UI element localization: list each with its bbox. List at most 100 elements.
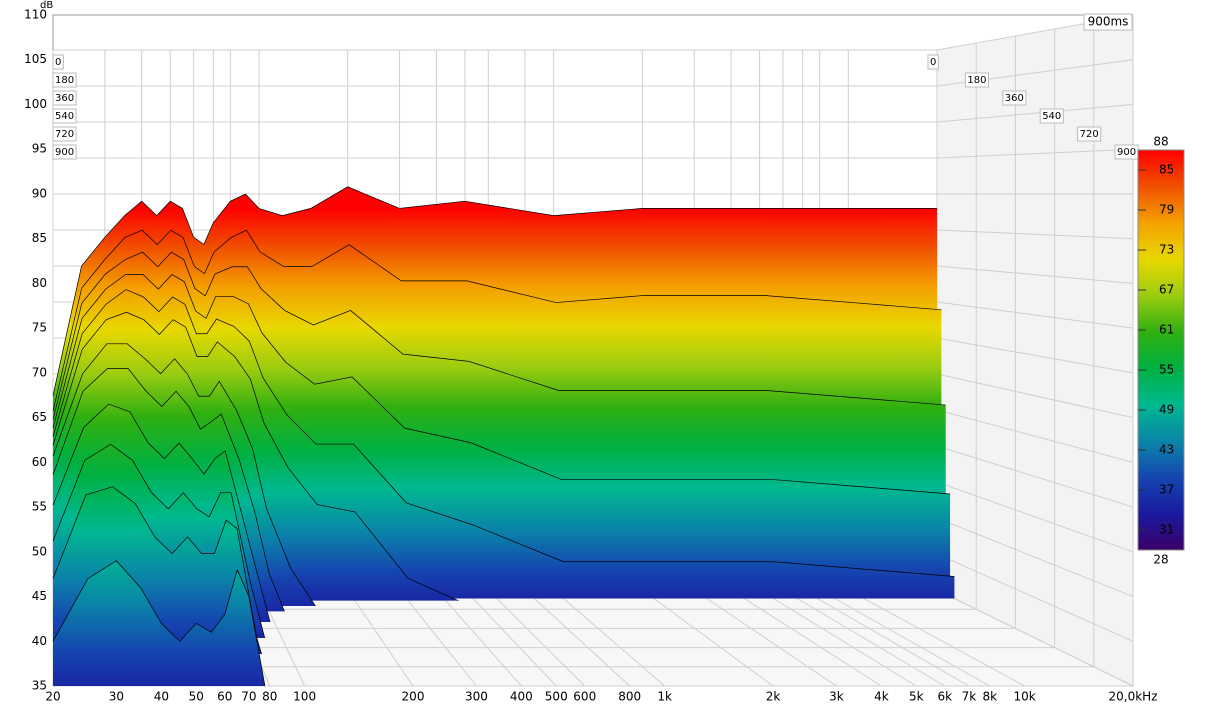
slice-line [52, 289, 955, 577]
y-tick-label: 110 [24, 8, 47, 22]
grid-line [936, 337, 1134, 374]
x-tick-label: 50 [189, 690, 204, 704]
grid-line [487, 589, 586, 687]
slice-line [52, 368, 285, 612]
grid-line [802, 589, 970, 687]
grid-line [524, 589, 631, 687]
x-tick-label: 4k [874, 690, 889, 704]
z-tick-box [52, 90, 77, 106]
x-tick-label: 70 [241, 690, 256, 704]
z-tick-label: 360 [55, 93, 74, 104]
grid-line [936, 517, 1134, 597]
grid-line [936, 553, 1134, 642]
z-tick-label: 540 [55, 111, 74, 122]
colorbar-min: 28 [1153, 553, 1168, 567]
y-tick-label: 90 [32, 186, 47, 200]
x-tick-label: 3k [829, 690, 844, 704]
time-label: 900ms [1088, 15, 1129, 29]
z-tick-label: 900 [1117, 147, 1136, 158]
y-tick-label: 45 [32, 589, 47, 603]
z-tick-label: 0 [55, 57, 61, 68]
z-tick-label: 0 [930, 57, 936, 68]
colorbar-label: 73 [1159, 243, 1174, 257]
grid-line [936, 103, 1134, 123]
colorbar-label: 43 [1159, 443, 1174, 457]
z-tick-label: 180 [55, 75, 74, 86]
slice-line [52, 229, 942, 412]
x-tick-label: 6k [937, 690, 952, 704]
x-tick-label: 40 [154, 690, 169, 704]
time-label-box [1083, 13, 1133, 31]
colorbar-label: 49 [1159, 403, 1174, 417]
z-tick-label: 900 [55, 147, 74, 158]
slice-line [52, 251, 946, 420]
y-tick-label: 50 [32, 544, 47, 558]
slice-line [52, 343, 316, 606]
z-tick-box [52, 126, 77, 142]
z-tick-box [52, 54, 64, 70]
x-tick-label: 2k [766, 690, 781, 704]
grid-line [399, 589, 477, 687]
z-tick-label: 180 [967, 75, 986, 86]
slice-fill [53, 560, 265, 686]
grid-line [642, 589, 774, 687]
grid-line [848, 589, 1025, 687]
x-tick-label: 8k [982, 690, 997, 704]
z-tick-box [1002, 90, 1027, 106]
grid-line [553, 589, 665, 687]
y-tick-label: 55 [32, 500, 47, 514]
slice [52, 560, 266, 686]
grid-line [819, 589, 990, 687]
y-tick-label: 95 [32, 142, 47, 156]
grid-line [936, 229, 1134, 240]
colorbar-label: 79 [1159, 203, 1174, 217]
colorbar-label: 31 [1159, 523, 1174, 537]
slice-line [52, 403, 271, 622]
slice-line [52, 311, 460, 601]
x-tick-label: 500 [545, 690, 568, 704]
slice-line [52, 186, 937, 396]
grid-line [693, 589, 837, 687]
z-tick-box [52, 72, 77, 88]
slice-line [52, 443, 266, 638]
grid-line [936, 148, 1134, 159]
x-tick-label: 5k [909, 690, 924, 704]
z-tick-box [927, 54, 939, 70]
grid-line [936, 589, 1134, 687]
colorbar [1137, 149, 1185, 551]
y-tick-label: 65 [32, 410, 47, 424]
right-wall [937, 15, 1133, 686]
y-tick-label: 40 [32, 634, 47, 648]
grid-line [936, 445, 1134, 508]
z-tick-label: 720 [55, 129, 74, 140]
x-tick-label: 1k [657, 690, 672, 704]
z-tick-label: 360 [1005, 93, 1024, 104]
y-unit: dB [40, 0, 53, 11]
y-tick-label: 105 [24, 52, 47, 66]
colorbar-label: 85 [1159, 163, 1174, 177]
grid-line [936, 481, 1134, 553]
colorbar-label: 61 [1159, 323, 1174, 337]
slice-line [52, 560, 266, 686]
grid-line [730, 589, 882, 687]
x-tick-label: 60 [217, 690, 232, 704]
x-tick-label: 7k [962, 690, 977, 704]
y-tick-label: 80 [32, 276, 47, 290]
z-tick-box [52, 108, 77, 124]
x-tick-label: 600 [573, 690, 596, 704]
y-tick-label: 70 [32, 365, 47, 379]
x-tick-label: 30 [109, 690, 124, 704]
x-tick-label: 800 [618, 690, 641, 704]
z-tick-label: 540 [1042, 111, 1061, 122]
x-tick-label: 20,0kHz [1109, 690, 1158, 704]
x-tick-label: 200 [402, 690, 425, 704]
y-tick-label: 35 [32, 679, 47, 693]
grid-line [759, 589, 917, 687]
x-tick-label: 300 [465, 690, 488, 704]
grid-line [936, 409, 1134, 463]
x-tick-label: 80 [262, 690, 277, 704]
z-tick-box [1077, 126, 1102, 142]
colorbar-label: 37 [1159, 483, 1174, 497]
grid-line [347, 589, 414, 687]
